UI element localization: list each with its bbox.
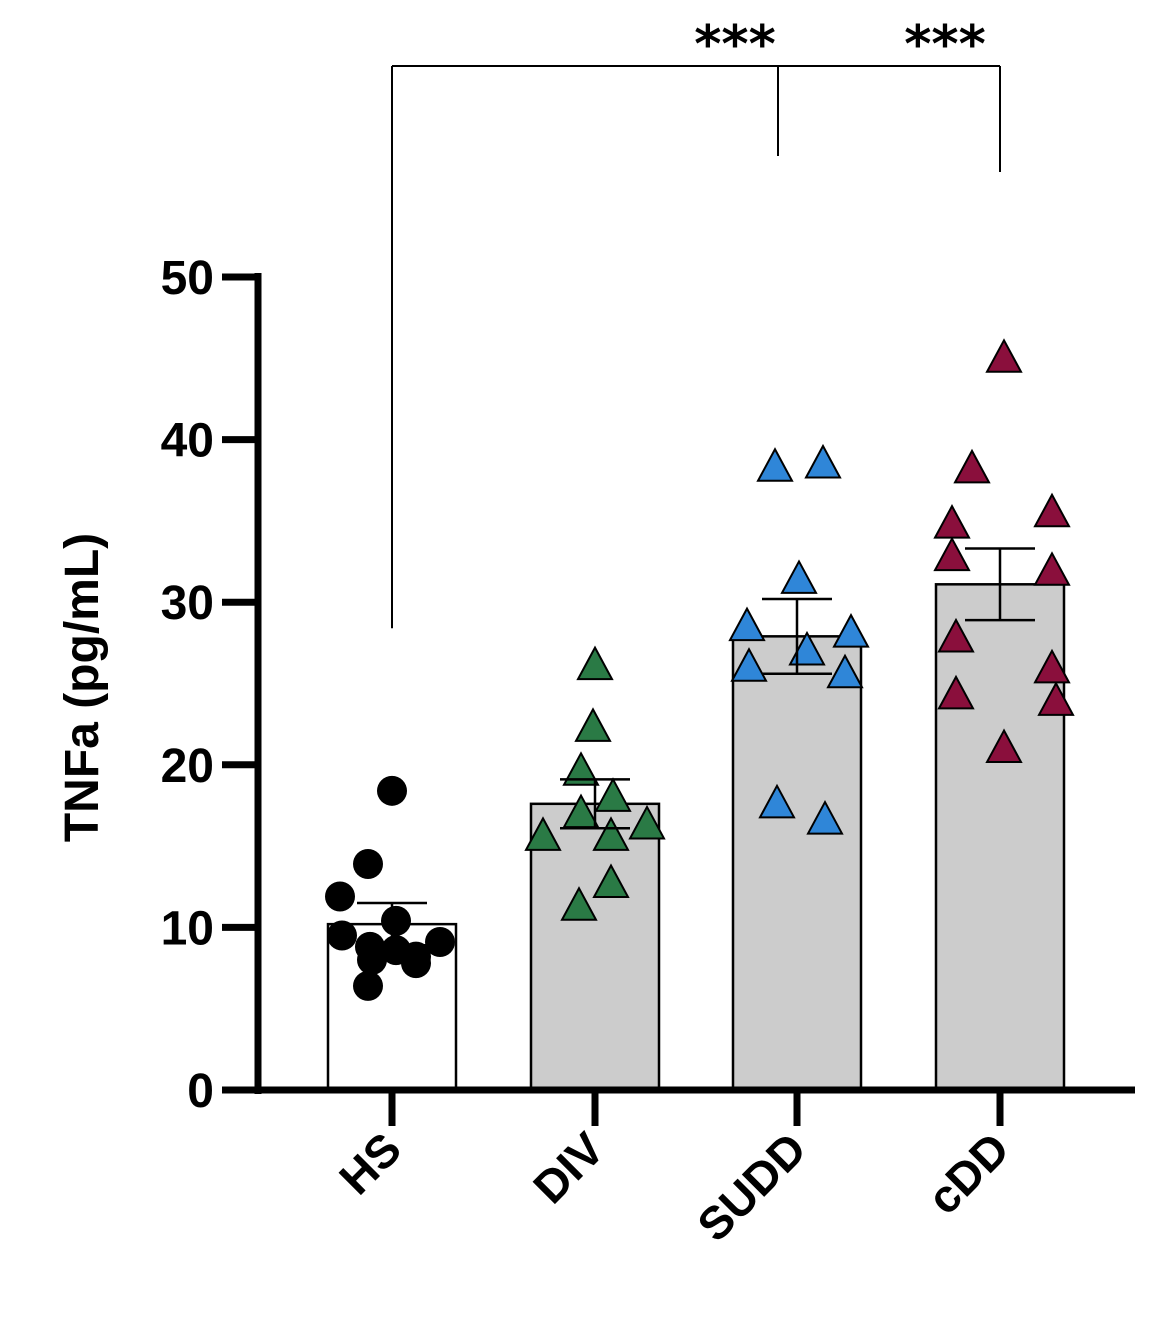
x-tick-label-sudd: SUDD: [687, 1122, 816, 1251]
point-cdd-6: [1033, 551, 1071, 586]
bar-cdd: [934, 583, 1066, 1092]
point-hs-10: [357, 944, 387, 975]
point-sudd-10: [806, 799, 844, 835]
point-hs-3: [325, 881, 355, 912]
point-cdd-2: [953, 448, 991, 484]
y-tick-label-40: 40: [161, 415, 214, 468]
point-hs-11: [401, 948, 431, 979]
point-hs-5: [327, 920, 357, 951]
point-div-2: [574, 707, 612, 742]
y-tick-label-10: 10: [161, 902, 214, 955]
point-sudd-8: [826, 653, 864, 689]
bar-sudd: [731, 635, 863, 1092]
point-div-7: [524, 816, 562, 851]
point-hs-2: [353, 848, 383, 879]
y-axis-label: TNFa (pg/mL): [56, 533, 109, 842]
significance-brackets: *** ***: [391, 15, 1001, 629]
point-cdd-11: [985, 728, 1023, 764]
y-tick-label-0: 0: [187, 1065, 214, 1118]
point-hs-6: [425, 927, 455, 958]
point-cdd-5: [933, 536, 971, 572]
point-cdd-10: [1037, 681, 1075, 716]
error-bar-cdd: [965, 547, 1035, 622]
error-bar-hs: [357, 901, 427, 947]
error-bars: [357, 547, 1035, 947]
axes: [222, 273, 1135, 1126]
point-cdd-9: [937, 674, 975, 710]
point-sudd-9: [758, 783, 796, 819]
point-cdd-1: [985, 338, 1023, 373]
y-tick-label-30: 30: [161, 577, 214, 630]
point-div-6: [628, 804, 666, 840]
error-bar-sudd: [762, 597, 832, 675]
x-tick-label-div: DIV: [523, 1122, 614, 1213]
point-sudd-3: [780, 559, 818, 594]
y-tick-label-50: 50: [161, 252, 214, 305]
point-sudd-1: [756, 447, 794, 482]
point-hs-12: [353, 970, 383, 1001]
point-cdd-3: [1033, 492, 1071, 528]
point-sudd-7: [730, 647, 768, 682]
point-div-4: [594, 777, 632, 812]
error-bar-div: [560, 778, 630, 830]
data-points: [325, 338, 1075, 1001]
bars: [326, 583, 1066, 1092]
point-cdd-4: [933, 504, 971, 539]
point-sudd-2: [804, 443, 842, 479]
point-cdd-7: [937, 617, 975, 653]
significance-cdd: ***: [904, 15, 986, 75]
x-tick-label-cdd: cDD: [917, 1122, 1019, 1224]
x-tick-label-hs: HS: [329, 1122, 411, 1204]
point-div-8: [592, 816, 630, 851]
point-sudd-6: [788, 630, 826, 666]
point-div-1: [576, 645, 614, 681]
point-div-3: [562, 751, 600, 786]
significance-sudd: ***: [694, 15, 776, 75]
point-cdd-8: [1033, 648, 1071, 684]
point-div-9: [592, 863, 630, 898]
point-hs-1: [377, 775, 407, 806]
y-tick-label-20: 20: [161, 740, 214, 793]
point-div-10: [560, 886, 598, 921]
labels: 0 10 20 30 40 50 HS DIV SUDD cDD TNFa (pg/mL): [56, 252, 1019, 1251]
point-sudd-4: [728, 606, 766, 642]
point-sudd-5: [832, 612, 870, 648]
point-hs-4: [381, 905, 411, 936]
